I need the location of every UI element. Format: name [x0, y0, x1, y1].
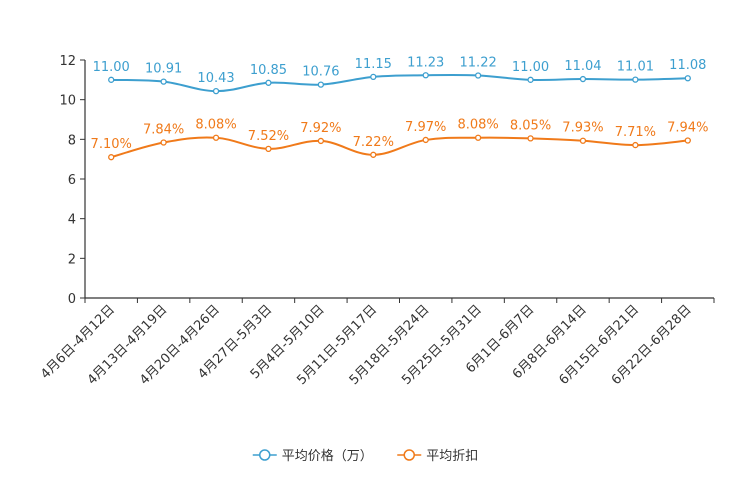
data-label: 7.10%: [91, 137, 132, 152]
data-label: 10.43: [197, 71, 234, 86]
data-point[interactable]: [212, 87, 220, 95]
data-point[interactable]: [422, 72, 429, 79]
data-label: 11.23: [407, 55, 444, 70]
data-point[interactable]: [632, 76, 639, 83]
data-point[interactable]: [579, 75, 587, 83]
legend-label: 平均价格（万）: [282, 448, 373, 464]
data-point[interactable]: [527, 135, 534, 142]
data-point[interactable]: [370, 151, 377, 158]
y-tick-label: 10: [59, 94, 76, 109]
data-point[interactable]: [632, 141, 639, 149]
data-point[interactable]: [212, 134, 220, 141]
legend-item-1[interactable]: 平均价格（万）: [252, 448, 373, 464]
data-label: 7.92%: [300, 121, 341, 136]
data-point[interactable]: [265, 145, 272, 153]
series-line: [110, 136, 688, 159]
y-tick-label: 2: [68, 252, 76, 267]
series-1: 11.00 10.91 10.43 10.85 10.76 11.15 11.23 11.22…: [93, 55, 706, 95]
data-point[interactable]: [108, 76, 115, 83]
series-layer: 11.00 10.91 10.43 10.85 10.76 11.15 11.23 11.22…: [91, 55, 708, 161]
data-point[interactable]: [684, 137, 691, 144]
data-label: 7.97%: [405, 120, 446, 135]
data-label: 11.01: [617, 60, 654, 75]
data-label: 11.00: [512, 60, 549, 75]
data-label: 10.91: [145, 62, 182, 77]
data-label: 8.08%: [195, 118, 236, 133]
legend-marker-icon: [259, 449, 271, 461]
data-point[interactable]: [474, 134, 482, 141]
data-label: 7.22%: [353, 135, 394, 150]
legend[interactable]: 平均价格（万） 平均折扣: [252, 448, 479, 464]
data-label: 8.05%: [510, 118, 551, 133]
data-label: 10.85: [250, 63, 287, 78]
data-label: 10.76: [302, 65, 339, 80]
data-point[interactable]: [160, 78, 167, 85]
series-2: 7.10% 7.84% 8.08% 7.52% 7.92% 7.22% 7.97% 8.08%…: [91, 118, 708, 161]
data-label: 7.84%: [143, 123, 184, 138]
data-label: 11.08: [669, 58, 706, 73]
data-label: 11.00: [93, 60, 130, 75]
y-tick-label: 8: [68, 133, 76, 148]
data-point[interactable]: [160, 139, 167, 146]
data-point[interactable]: [474, 72, 482, 79]
data-point[interactable]: [370, 73, 377, 81]
y-tick-label: 0: [68, 292, 76, 307]
series-line: [111, 73, 688, 93]
legend-item-2[interactable]: 平均折扣: [397, 449, 478, 464]
data-point[interactable]: [108, 154, 115, 161]
data-label: 11.22: [460, 55, 497, 70]
data-point[interactable]: [527, 76, 534, 83]
data-point[interactable]: [317, 81, 325, 88]
data-label: 8.08%: [457, 118, 498, 133]
axes: 0246810124月6日-4月12日4月13日-4月19日4月20日-4月26…: [38, 54, 715, 388]
data-point[interactable]: [422, 136, 429, 144]
data-label: 7.93%: [562, 121, 603, 136]
data-label: 11.04: [564, 59, 601, 74]
data-point[interactable]: [265, 79, 272, 86]
data-label: 7.94%: [667, 121, 708, 136]
y-tick-label: 12: [59, 54, 76, 69]
data-label: 7.71%: [615, 125, 656, 140]
data-point[interactable]: [317, 137, 325, 145]
legend-label: 平均折扣: [426, 449, 478, 464]
data-label: 11.15: [355, 57, 392, 72]
data-point[interactable]: [579, 137, 587, 144]
legend-marker-icon: [403, 449, 415, 461]
data-point[interactable]: [684, 75, 691, 82]
y-tick-label: 6: [68, 173, 76, 188]
data-label: 7.52%: [248, 129, 289, 144]
y-tick-label: 4: [68, 213, 76, 228]
